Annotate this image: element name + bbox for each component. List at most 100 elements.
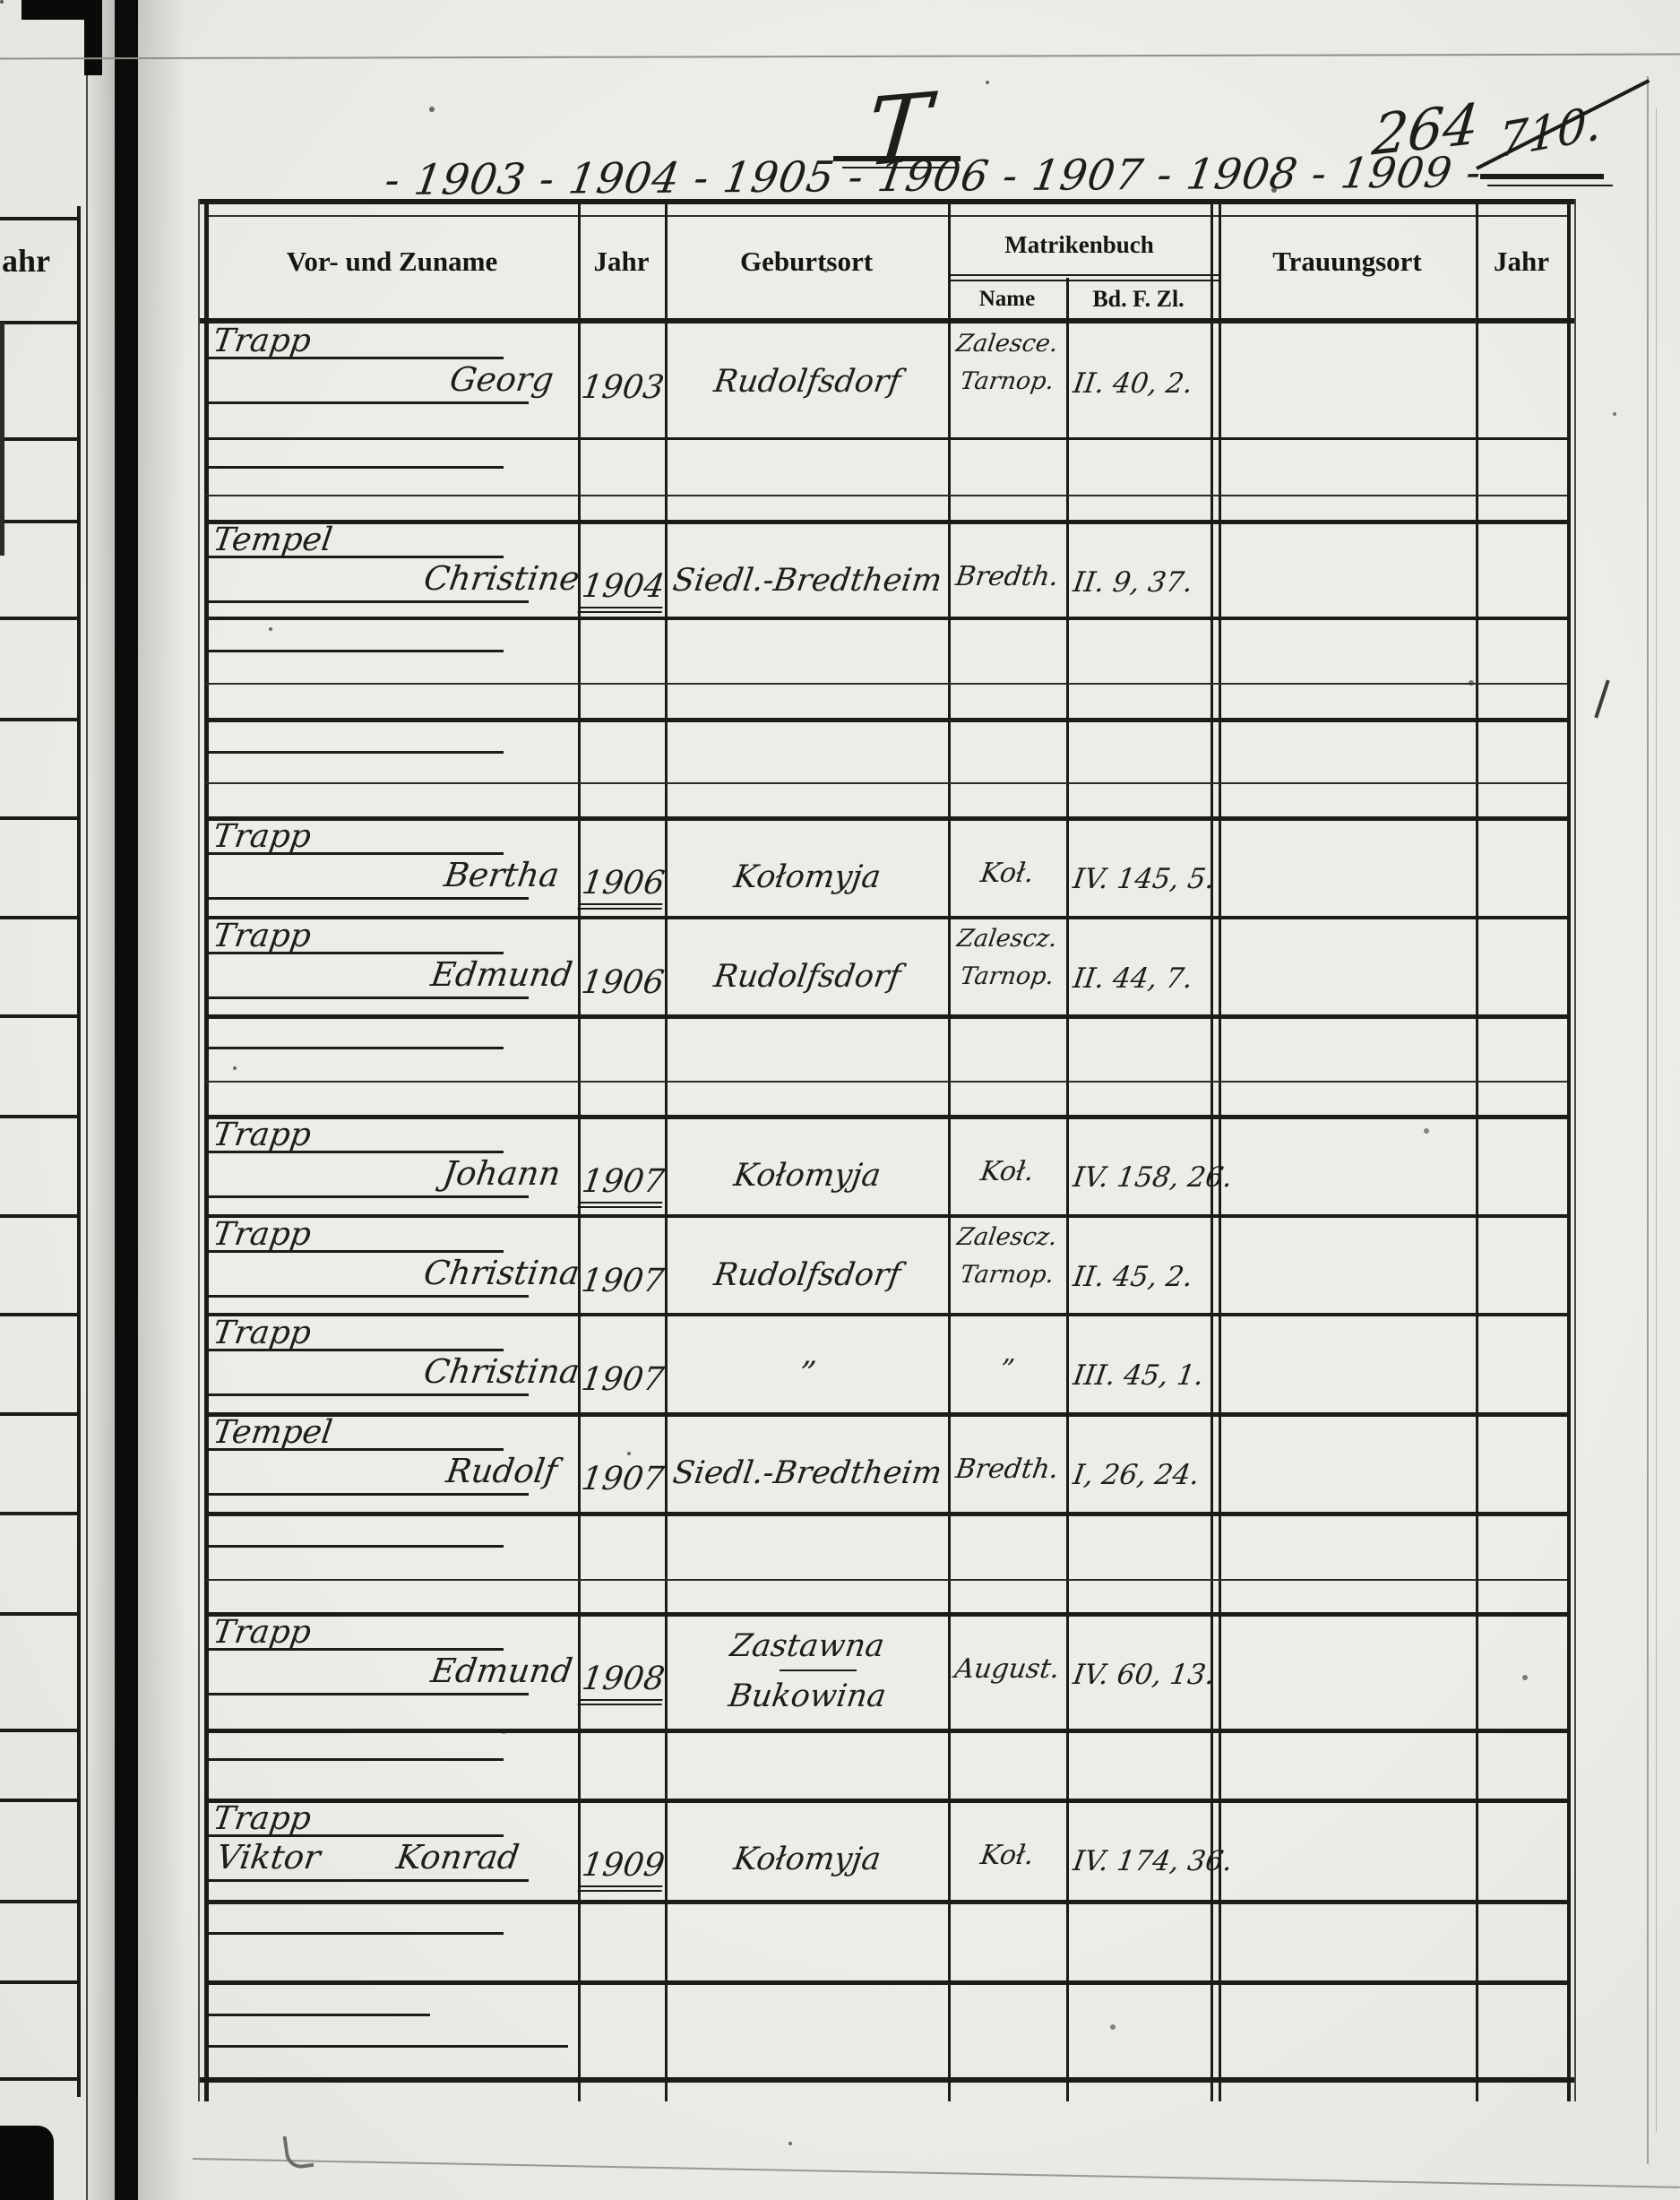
header-label: Geburtsort	[739, 246, 874, 277]
rule-line	[208, 600, 529, 603]
rule-line	[206, 816, 1567, 821]
rule-line	[208, 1834, 504, 1837]
table-top-border	[198, 199, 1576, 204]
table-left-border	[198, 199, 200, 2101]
rule-line	[0, 1980, 79, 1984]
register-entry: Trapp Edmund 1908 Zastawna Bukowina Augu…	[206, 1612, 1567, 1738]
rule-line	[0, 217, 79, 220]
header-matrikenbuch: Matrikenbuch	[948, 215, 1210, 274]
entry-matrikenbuch-name: Koł.	[978, 858, 1036, 889]
rule-line	[208, 1047, 504, 1049]
rule-line	[206, 718, 1567, 722]
rule-line	[0, 816, 79, 820]
paper-specks	[0, 0, 4, 4]
rule-line	[208, 751, 504, 754]
header-mat-name: Name	[948, 280, 1066, 319]
column-divider	[578, 199, 581, 2101]
rule-line	[0, 2077, 79, 2081]
rule-line	[206, 1014, 1567, 1019]
entry-surname: Trapp	[211, 1800, 314, 1837]
header-label: Matrikenbuch	[1004, 230, 1154, 258]
entry-birthplace: Siedl.-Bredtheim	[670, 1455, 944, 1491]
binding-bar	[115, 0, 138, 2200]
table-right-border	[1567, 199, 1571, 2101]
facing-table-border	[77, 206, 81, 2097]
entry-surname: Tempel	[211, 1414, 335, 1451]
rule-line	[208, 2014, 430, 2016]
header-label: Vor- und Zuname	[286, 246, 498, 277]
page-right-edge-line	[1647, 76, 1649, 2164]
rule-line	[208, 952, 504, 954]
entry-matrikenbuch-name: Bredth.	[953, 1454, 1061, 1485]
rule-line	[206, 782, 1567, 784]
rule-line	[0, 1799, 79, 1802]
rule-line	[208, 650, 504, 652]
header-jahr: Jahr	[578, 204, 665, 319]
table-right-border	[1574, 199, 1576, 2101]
rule-line	[208, 1250, 504, 1253]
rule-line	[0, 1612, 79, 1616]
rule-line	[208, 996, 529, 999]
rule-line	[208, 1493, 529, 1496]
register-entry: Trapp Christina 1907 Rudolfsdorf Zalescz…	[206, 1214, 1567, 1340]
entry-matrikenbuch-ref: IV. 174, 36.	[1071, 1845, 1235, 1877]
crossed-number-underline	[1480, 174, 1604, 179]
column-divider	[665, 199, 668, 2101]
header-label: Trauungsort	[1272, 246, 1422, 277]
rule-line	[208, 1879, 529, 1882]
entry-surname: Trapp	[211, 1216, 314, 1253]
entry-surname: Trapp	[211, 918, 314, 954]
entry-birthplace: Rudolfsdorf	[711, 364, 903, 400]
rule-line	[208, 1758, 504, 1761]
entry-birthplace: Zastawna	[728, 1628, 887, 1664]
entry-birthplace-region: Bukowina	[726, 1678, 889, 1714]
entry-year: 1907	[579, 1361, 667, 1398]
rule-line	[0, 1014, 79, 1018]
rule-line	[0, 718, 79, 721]
rule-line	[780, 1669, 857, 1671]
entry-birthplace: Kołomyja	[731, 859, 883, 895]
header-bottom-border	[198, 318, 1576, 324]
rule-line	[0, 321, 79, 324]
register-entry: Trapp Edmund 1906 Rudolfsdorf Zalescz. T…	[206, 916, 1567, 1041]
binding-tape-top	[84, 0, 102, 75]
matrikenbuch-divider	[948, 280, 1219, 281]
rule-line	[0, 1412, 79, 1416]
entry-matrikenbuch-name: Tarnop.	[958, 962, 1056, 990]
header-label: Bd. F. Zl.	[1092, 286, 1185, 312]
years-heading: - 1903 - 1904 - 1905 - 1906 - 1907 - 190…	[381, 148, 1486, 205]
rule-line	[208, 1393, 529, 1396]
header-label: Jahr	[593, 246, 650, 277]
entry-year: 1909	[577, 1847, 668, 1892]
rule-line	[0, 1900, 79, 1903]
entry-matrikenbuch-name: Tarnop.	[958, 367, 1056, 395]
rule-line	[208, 401, 529, 404]
edge-smudge	[0, 323, 4, 556]
entry-year: 1906	[577, 865, 668, 910]
entry-matrikenbuch-ref: IV. 60, 13.	[1071, 1659, 1217, 1691]
rule-line	[206, 1512, 1567, 1516]
entry-matrikenbuch-ref: II. 44, 7.	[1071, 962, 1195, 995]
entry-birthplace: Kołomyja	[731, 1842, 883, 1877]
binding-tape-top	[22, 0, 102, 20]
rule-line	[208, 1932, 504, 1935]
stray-pen-hook	[282, 2133, 314, 2170]
entry-matrikenbuch-ditto: ”	[997, 1354, 1017, 1385]
entry-year: 1907	[579, 1461, 667, 1497]
entry-matrikenbuch-ref: II. 9, 37.	[1071, 566, 1195, 599]
header-jahr-2: Jahr	[1476, 204, 1567, 319]
entry-matrikenbuch-name: Bredth.	[953, 561, 1061, 592]
rule-line	[208, 1545, 504, 1548]
rule-line	[206, 437, 1567, 440]
rule-line	[0, 617, 79, 620]
rule-line	[206, 683, 1567, 685]
register-entry: Trapp Christina 1907 ” ” III. 45, 1.	[206, 1313, 1567, 1438]
register-entry: Tempel Rudolf 1907 Siedl.-Bredtheim Bred…	[206, 1412, 1567, 1538]
column-divider	[1066, 278, 1069, 2101]
rule-line	[206, 1115, 1567, 1119]
letter-underline	[842, 167, 957, 168]
column-divider	[1476, 199, 1478, 2101]
entry-birthplace: Siedl.-Bredtheim	[670, 563, 944, 599]
entry-matrikenbuch-ref: III. 45, 1.	[1071, 1359, 1206, 1392]
entry-birthplace-ditto: ”	[797, 1356, 818, 1392]
